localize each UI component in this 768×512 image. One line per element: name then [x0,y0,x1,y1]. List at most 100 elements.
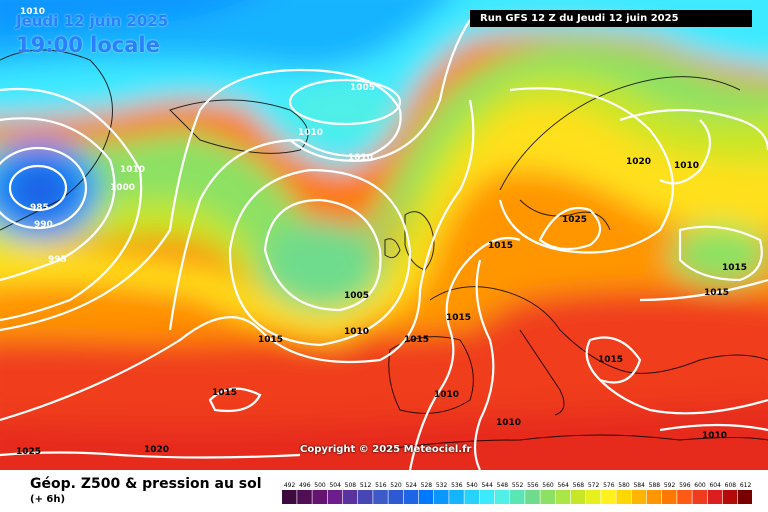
legend-value: 508 [345,482,357,489]
isobar-label: 1005 [344,291,369,301]
legend-swatch [388,490,403,504]
isobar-lines [0,19,768,470]
legend-value: 496 [299,482,311,489]
isobar-label: 1000 [110,183,135,193]
isobar-label: 1015 [488,241,513,251]
isobar-label: 1015 [704,288,729,298]
legend-value: 500 [314,482,326,489]
isobar-label: 1010 [120,165,145,175]
geopotential-field: 1010 1005 1010 1010 1010 1000 985 990 99… [0,0,768,470]
legend-swatch [692,490,707,504]
weather-map: 1010 1005 1010 1010 1010 1000 985 990 99… [0,0,768,470]
legend-swatch [525,490,540,504]
legend-swatch [540,490,555,504]
legend-value: 548 [497,482,509,489]
legend-swatch [373,490,388,504]
legend-value: 552 [512,482,524,489]
legend-swatch [601,490,616,504]
isobar-label: 1005 [350,83,375,93]
isobar-label: 1020 [626,157,651,167]
isobar-label: 1010 [702,431,727,441]
isobar-label: 1010 [496,418,521,428]
legend-swatch [738,490,752,504]
legend-swatch [722,490,738,504]
z500-color-field [0,0,768,470]
legend-swatch [418,490,434,504]
forecast-time: 19:00 locale [16,33,160,57]
legend-swatch [479,490,495,504]
isobar-label: 1015 [212,388,237,398]
legend-value: 604 [709,482,721,489]
legend-swatch [312,490,327,504]
legend-value: 492 [284,482,296,489]
isobar-label: 1010 [674,161,699,171]
isobar-label: 1015 [446,313,471,323]
legend-value: 516 [375,482,387,489]
legend-swatch [677,490,692,504]
legend-value: 524 [405,482,417,489]
isobar-label: 1010 [434,390,459,400]
isobar-label: 1025 [562,215,587,225]
model-run-label: Run GFS 12 Z du Jeudi 12 juin 2025 [470,10,752,27]
isobar-label: 990 [34,220,53,230]
isobar-label: 1010 [298,128,323,138]
legend-swatch [434,490,449,504]
legend-swatch [449,490,464,504]
map-title: Géop. Z500 & pression au sol [30,476,262,492]
legend-value: 544 [481,482,493,489]
legend-value: 560 [542,482,554,489]
legend-value: 608 [725,482,737,489]
legend-swatch [297,490,312,504]
isobar-label: 1015 [258,335,283,345]
legend-swatch [555,490,571,504]
legend-value: 572 [588,482,600,489]
copyright-notice: Copyright © 2025 Meteociel.fr [300,444,472,455]
legend-swatch [464,490,479,504]
isobar-label: 1015 [598,355,623,365]
legend-value: 600 [694,482,706,489]
legend-swatch [358,490,373,504]
legend-swatch [327,490,343,504]
isobar-label: 1010 [348,153,373,163]
legend-value: 536 [451,482,463,489]
legend-value: 532 [436,482,448,489]
legend-swatch [282,490,297,504]
forecast-step: (+ 6h) [30,494,66,505]
legend-swatch [403,490,419,504]
legend-swatch [631,490,647,504]
isobar-label: 985 [30,203,49,213]
legend-swatch [494,490,510,504]
legend-swatch [342,490,358,504]
legend-swatch [570,490,586,504]
legend-value: 580 [618,482,630,489]
isobar-label: 1010 [344,327,369,337]
legend-value: 520 [390,482,402,489]
legend-value: 504 [329,482,341,489]
legend-swatch [707,490,723,504]
legend-value: 576 [603,482,615,489]
legend-value: 540 [466,482,478,489]
color-scale-legend: 492 496 500 504 508 512 516 520 524 528 532 536 540 5… [282,482,752,504]
legend-swatch [616,490,631,504]
legend-value: 568 [573,482,585,489]
legend-value: 512 [360,482,372,489]
legend-swatch [646,490,662,504]
legend-value: 584 [633,482,645,489]
legend-value: 612 [740,482,752,489]
legend-value: 528 [421,482,433,489]
isobar-label: 1010 [20,7,45,17]
isobar-label: 995 [48,255,67,265]
isobar-labels: 1010 1005 1010 1010 1010 1000 985 990 99… [16,7,747,457]
isobar-label: 1020 [144,445,169,455]
legend-value: 596 [679,482,691,489]
isobar-label: 1015 [404,335,429,345]
isobar-label: 1025 [16,447,41,457]
legend-swatch [586,490,601,504]
legend-value: 592 [664,482,676,489]
legend-swatch [662,490,677,504]
legend-value: 564 [557,482,569,489]
legend-value: 588 [649,482,661,489]
legend-swatch [510,490,525,504]
legend-value: 556 [527,482,539,489]
forecast-date: Jeudi 12 juin 2025 [16,12,169,30]
